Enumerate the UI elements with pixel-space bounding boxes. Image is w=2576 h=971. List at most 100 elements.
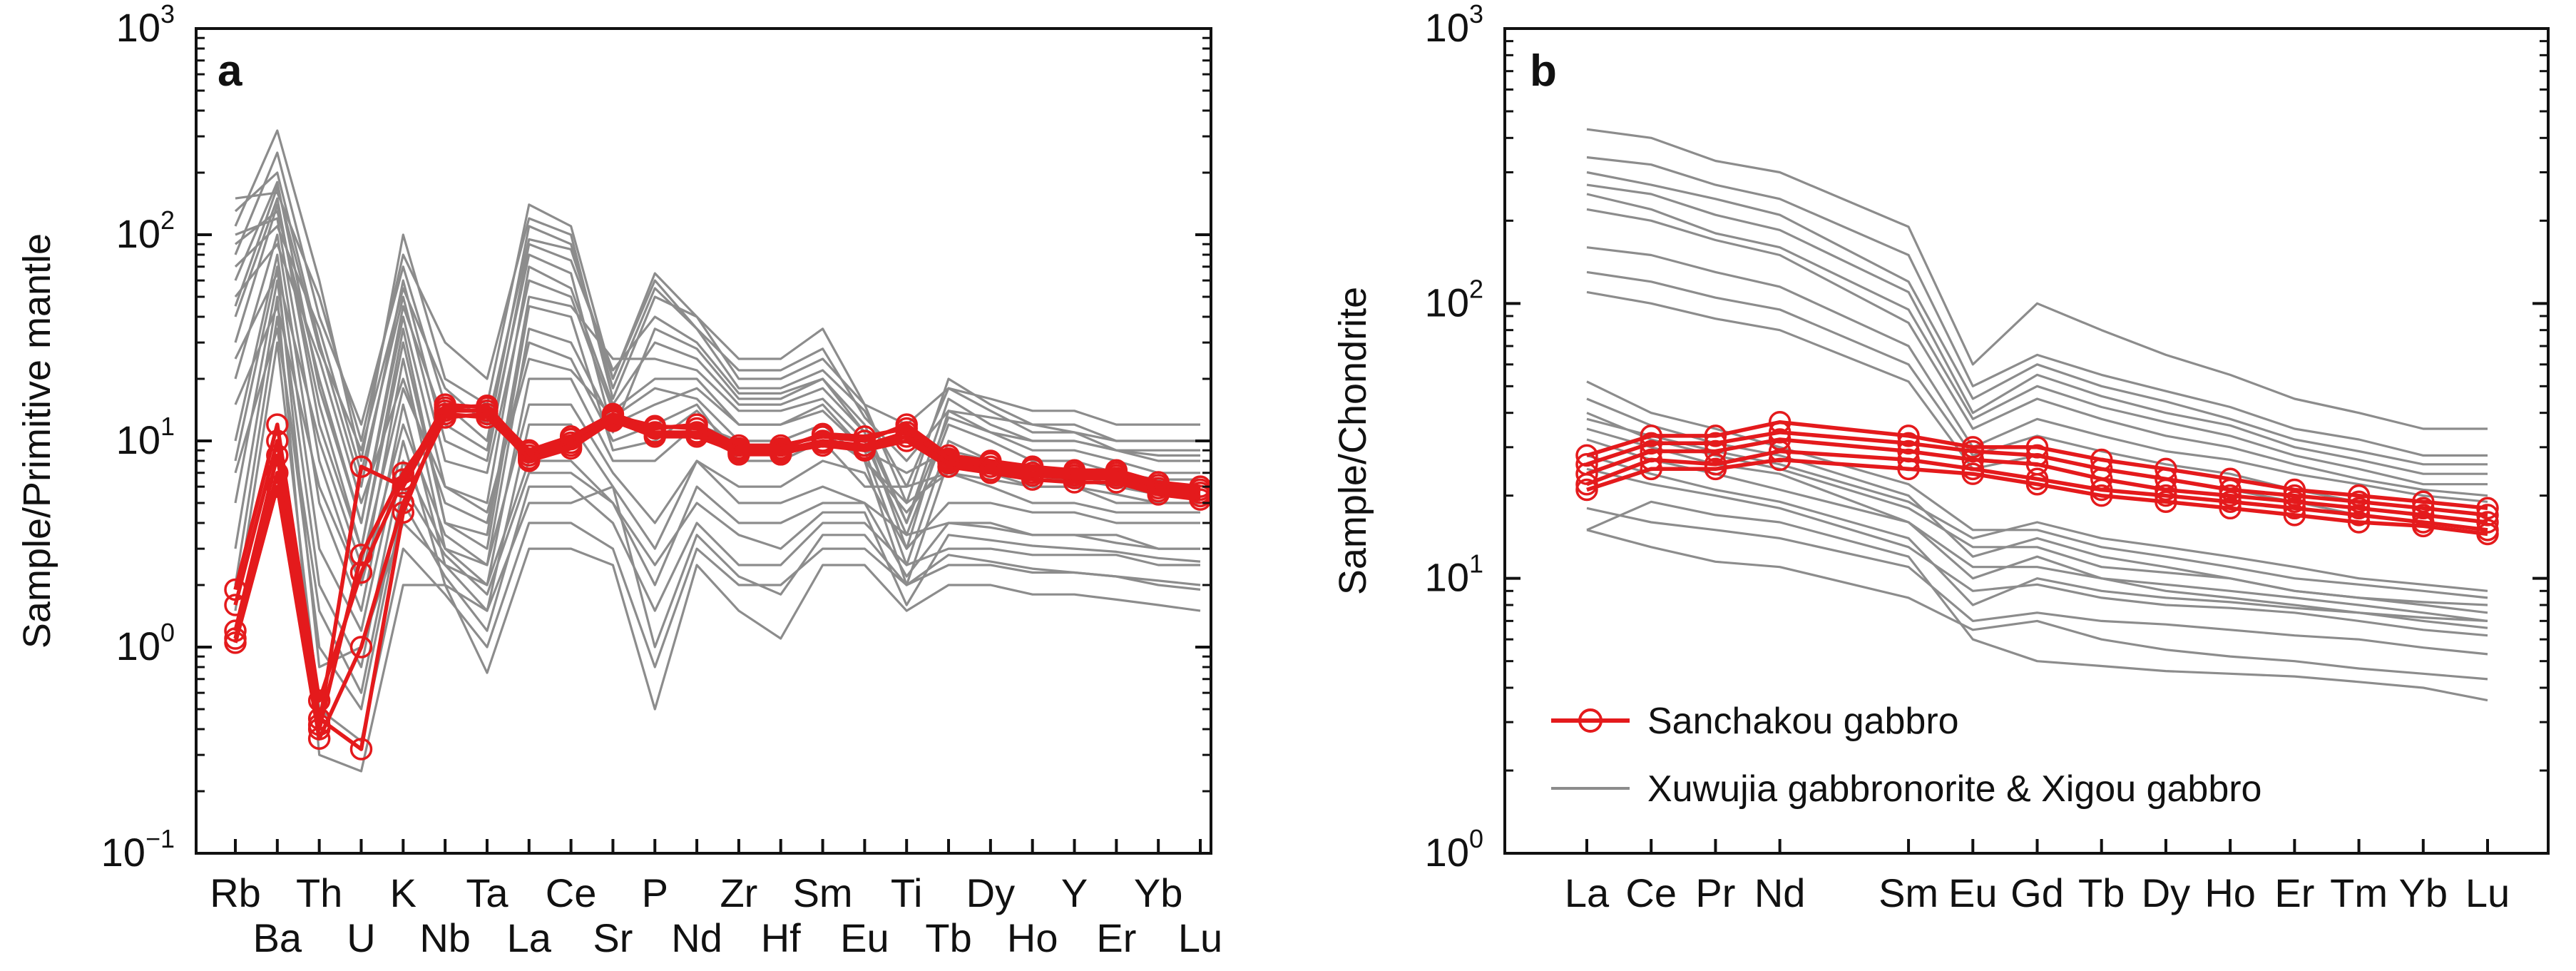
sample-point [2155, 484, 2177, 507]
sample-point [685, 417, 708, 440]
sample-point [1063, 467, 1086, 489]
x-tick-label-sm: Sm [793, 870, 853, 915]
background-series-line [234, 185, 1200, 462]
panel-a-x-ticks: RbBaThUKNbTaLaCeSrPNdZrHfSmEuTiTbDyHoYEr… [210, 839, 1222, 960]
background-series-line [234, 305, 1200, 586]
sample-point [349, 636, 373, 659]
sample-point [1021, 457, 1044, 481]
x-tick-label-yb: Yb [1134, 870, 1183, 915]
sample-point [2283, 490, 2306, 514]
sample-point [643, 415, 667, 437]
panel-b-letter: b [1530, 46, 1557, 96]
panel-a-y-ticks: 10−1 100 101 102 103 [101, 0, 1211, 875]
sample-point [1704, 425, 1727, 447]
sample-point [2090, 478, 2113, 502]
sample-point [2219, 490, 2242, 514]
sample-point [643, 422, 667, 446]
sample-point [2347, 504, 2371, 527]
sample-point [2347, 497, 2371, 520]
x-tick-label-la: La [507, 915, 552, 960]
sample-point [392, 462, 415, 484]
panel-a-letter: a [218, 46, 242, 96]
y-tick-label: 102 [1425, 274, 1483, 325]
sample-point [2219, 478, 2242, 502]
sample-point [1575, 472, 1598, 496]
x-tick-label-pr: Pr [1695, 870, 1735, 915]
sample-point [349, 455, 373, 478]
sample-point [601, 407, 625, 430]
x-tick-label-la: La [1565, 870, 1610, 915]
sample-point [476, 406, 499, 429]
x-tick-label-rb: Rb [210, 870, 261, 915]
background-series-line [1586, 529, 2488, 681]
sample-point [2155, 478, 2177, 502]
y-tick-label: 101 [116, 412, 175, 462]
background-series-line [234, 129, 1200, 504]
background-series-line [234, 315, 1200, 711]
y-tick-label: 100 [116, 618, 175, 668]
sample-point [224, 627, 247, 650]
background-series-line [1586, 208, 2488, 497]
sample-point [811, 431, 834, 454]
x-tick-label-eu: Eu [1948, 870, 1998, 915]
background-series-line [234, 341, 1201, 743]
panel-b-background-lines [1586, 128, 2488, 702]
sample-point [266, 413, 289, 436]
sample-point [2283, 497, 2306, 520]
sample-point [685, 422, 708, 446]
sample-point [434, 396, 456, 420]
x-tick-label-y: Y [1061, 870, 1088, 915]
background-series-line [1586, 467, 2488, 637]
sample-point [307, 718, 331, 741]
sample-point [2155, 490, 2177, 514]
sample-point [349, 544, 373, 566]
sample-point [518, 441, 541, 464]
x-tick-label-sr: Sr [593, 915, 633, 960]
sample-series [1575, 428, 2499, 534]
background-series-line [1586, 183, 2488, 475]
x-tick-label-tb: Tb [2078, 870, 2125, 915]
x-tick-label-er: Er [2274, 870, 2314, 915]
sample-point [1640, 457, 1662, 481]
x-tick-label-er: Er [1096, 915, 1136, 960]
sample-point [434, 402, 456, 426]
sample-point [1021, 464, 1044, 487]
sample-point [1575, 444, 1598, 467]
sample-point [1640, 425, 1662, 447]
sample-point [2347, 511, 2371, 534]
x-tick-label-dy: Dy [966, 870, 1015, 915]
background-series-line [1586, 500, 2488, 702]
sample-point [2412, 497, 2435, 520]
y-tick-label: 102 [116, 205, 175, 256]
sample-point [1961, 462, 1985, 485]
x-tick-label-u: U [347, 915, 375, 960]
sample-point [2219, 497, 2242, 520]
legend: Sanchakou gabbro Xuwujia gabbronorite & … [1551, 701, 2261, 810]
background-series-line [1586, 454, 2488, 622]
x-tick-label-ti: Ti [891, 870, 923, 915]
sample-point [727, 443, 750, 466]
y-tick-label: 103 [116, 0, 175, 50]
sample-series [224, 402, 1212, 741]
legend-sample-label: Sanchakou gabbro [1647, 701, 1959, 742]
sample-point [2219, 484, 2242, 507]
sample-point [2283, 504, 2306, 527]
x-tick-label-sm: Sm [1879, 870, 1938, 915]
x-tick-label-lu: Lu [2465, 870, 2510, 915]
sample-point [2025, 467, 2049, 491]
sample-point [979, 459, 1002, 482]
x-tick-label-th: Th [296, 870, 342, 915]
y-tick-label: 101 [1425, 549, 1483, 600]
background-series-line [1586, 156, 2488, 457]
panel-b-y-axis-title: Sample/Chondrite [1332, 287, 1374, 595]
sample-point [1704, 457, 1727, 481]
sample-point [1105, 462, 1128, 484]
x-tick-label-eu: Eu [840, 915, 889, 960]
sample-point [2476, 497, 2499, 520]
panel-b-x-ticks: La Ce Pr Nd Sm Eu Gd Tb Dy Ho Er Tm Yb Lu [1565, 839, 2510, 915]
x-tick-label-tm: Tm [2330, 870, 2388, 915]
sample-point [979, 452, 1002, 474]
legend-background-label: Xuwujia gabbronorite & Xigou gabbro [1647, 768, 2261, 810]
